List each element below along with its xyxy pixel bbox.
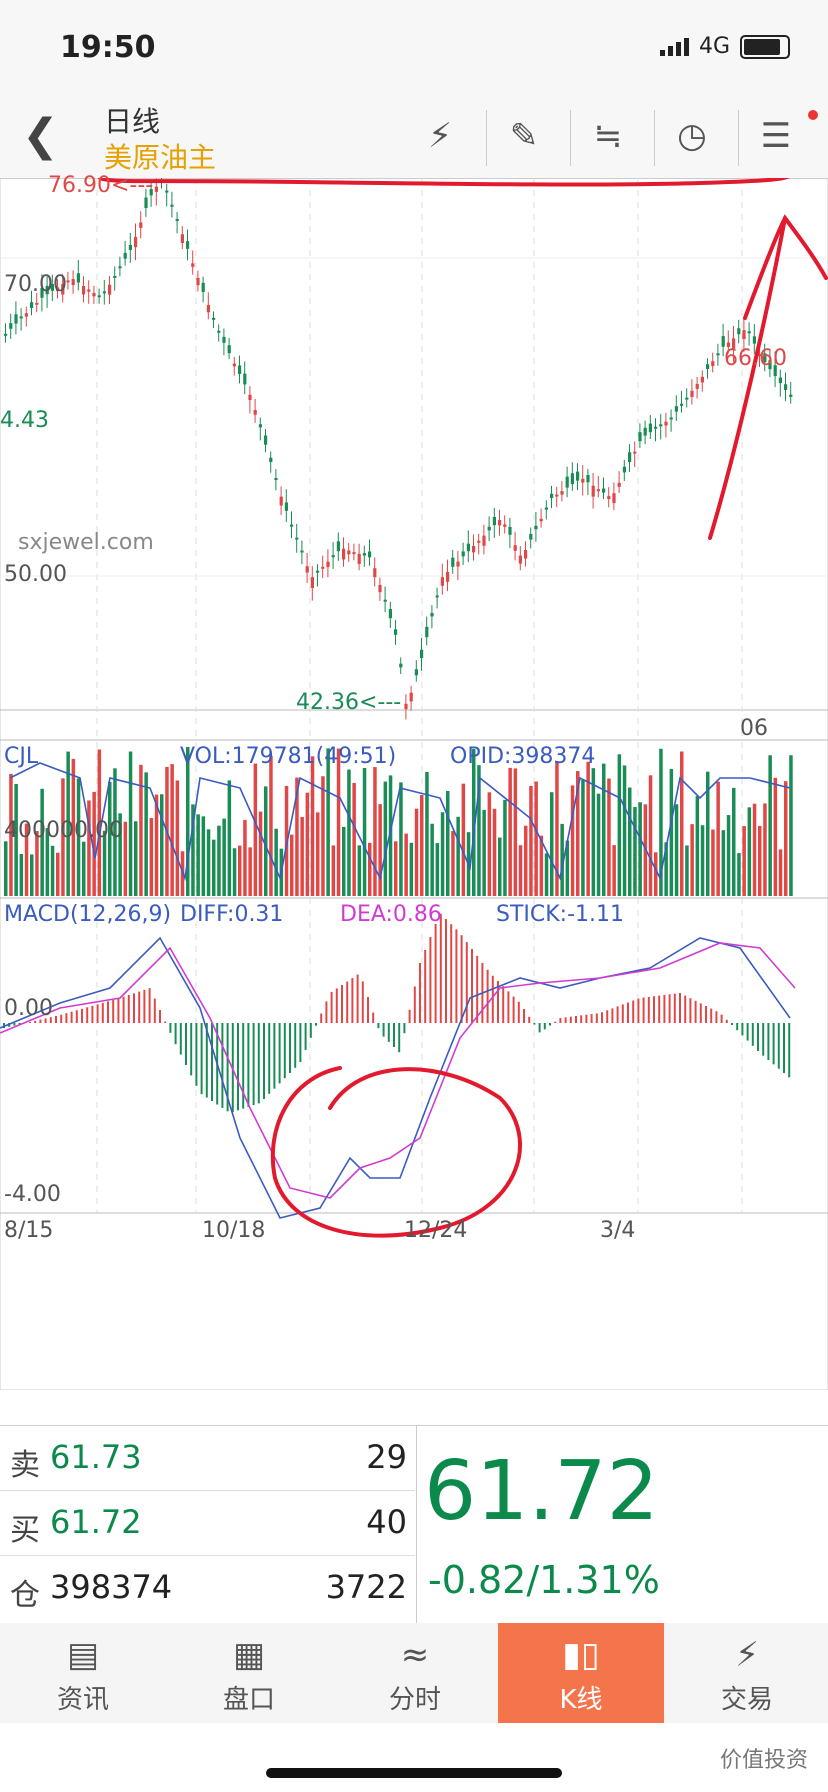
y-label-50: 50.00 [4, 562, 67, 587]
buy-qty: 40 [366, 1503, 407, 1541]
trend-icon[interactable]: ≒ [593, 116, 623, 156]
divider [570, 110, 571, 166]
position-value: 398374 [50, 1568, 173, 1606]
high-label: 76.90<--- [48, 173, 154, 198]
volume-axis: 400000.00 [4, 818, 123, 843]
battery-icon [740, 34, 790, 59]
macd-diff: DIFF:0.31 [180, 902, 284, 927]
position-label: 仓 [10, 1578, 40, 1613]
low-label: 42.36<--- [296, 690, 402, 715]
sell-row[interactable]: 卖 61.73 29 [0, 1426, 415, 1491]
sell-label: 卖 [10, 1448, 40, 1483]
peak-label: 66.60 [724, 346, 787, 371]
price-change: -0.82/1.31% [428, 1558, 660, 1602]
chart-canvas [0, 158, 828, 1391]
kline-chart[interactable]: 76.90<--- 70.00 4.43 sxjewel.com 50.00 6… [0, 158, 828, 1391]
quote-panel: 卖 61.73 29 买 61.72 40 仓 398374 3722 61.7… [0, 1425, 828, 1624]
nav-bar: ❮ 日线 美原油主 ⚡ ✎ ≒ ◷ ☰ [0, 100, 828, 179]
clock-icon[interactable]: ◷ [677, 116, 707, 156]
date-1: 8/15 [4, 1218, 54, 1243]
flash-icon[interactable]: ⚡ [428, 116, 452, 156]
footer-watermark: 价值投资 [719, 1748, 808, 1773]
quote-divider [416, 1426, 417, 1623]
volume-name: CJL [4, 744, 39, 769]
tab-label: 分时 [388, 1685, 441, 1715]
volume-vol: VOL:179781(49:51) [180, 744, 397, 769]
buy-row[interactable]: 买 61.72 40 [0, 1491, 415, 1556]
tab-trade[interactable]: ⚡ 交易 [664, 1623, 828, 1723]
tab-label: 资讯 [56, 1685, 109, 1715]
macd-stick: STICK:-1.11 [496, 902, 625, 927]
macd-min: -4.00 [4, 1182, 61, 1207]
date-2: 10/18 [202, 1218, 266, 1243]
period-title: 日线 [104, 105, 161, 138]
date-3: 12/24 [404, 1218, 468, 1243]
macd-zero: 0.00 [4, 996, 53, 1021]
volume-opid: OPID:398374 [450, 744, 596, 769]
tab-label: 交易 [720, 1685, 773, 1715]
sell-qty: 29 [366, 1438, 407, 1476]
macd-dea: DEA:0.86 [340, 902, 442, 927]
tab-orderbook[interactable]: ▦ 盘口 [166, 1623, 332, 1723]
tab-bar: ▤ 资讯 ▦ 盘口 ≈ 分时 ▮▯ K线 ⚡ 交易 [0, 1623, 828, 1723]
status-bar: 19:50 4G [0, 0, 828, 100]
instrument-title: 美原油主 [104, 141, 217, 174]
home-indicator [266, 1768, 562, 1778]
menu-icon[interactable]: ☰ [760, 116, 792, 156]
divider [486, 110, 487, 166]
status-time: 19:50 [60, 30, 156, 65]
divider [738, 110, 739, 166]
pen-icon[interactable]: ✎ [509, 116, 539, 156]
last-price: 61.72 [424, 1444, 659, 1539]
flash-icon: ⚡ [735, 1635, 759, 1675]
buy-label: 买 [10, 1513, 40, 1548]
buy-price: 61.72 [50, 1503, 142, 1541]
tab-kline[interactable]: ▮▯ K线 [498, 1623, 664, 1723]
tab-label: 盘口 [222, 1685, 275, 1715]
back-button[interactable]: ❮ [22, 110, 59, 161]
watermark: sxjewel.com [18, 530, 154, 555]
notification-dot [808, 110, 818, 120]
signal-icon [659, 37, 689, 56]
y-label-70: 70.00 [4, 272, 67, 297]
position-change: 3722 [325, 1568, 407, 1606]
status-right: 4G [659, 34, 790, 59]
date-4: 3/4 [600, 1218, 636, 1243]
orderbook-icon: ▦ [232, 1635, 266, 1675]
sell-price: 61.73 [50, 1438, 142, 1476]
network-type: 4G [698, 34, 730, 59]
tab-label: K线 [559, 1685, 603, 1715]
date-label-06: 06 [740, 716, 768, 741]
macd-name: MACD(12,26,9) [4, 902, 172, 927]
left-label: 4.43 [0, 408, 49, 433]
line-chart-icon: ≈ [400, 1635, 430, 1675]
tab-timeshare[interactable]: ≈ 分时 [332, 1623, 498, 1723]
position-row: 仓 398374 3722 [0, 1556, 415, 1620]
divider [654, 110, 655, 166]
news-icon: ▤ [66, 1635, 100, 1675]
candlestick-icon: ▮▯ [562, 1635, 600, 1675]
tab-news[interactable]: ▤ 资讯 [0, 1623, 166, 1723]
